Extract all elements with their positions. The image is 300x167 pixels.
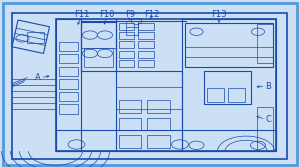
- Text: F12: F12: [144, 10, 159, 19]
- Bar: [147, 135, 170, 148]
- Bar: [228, 88, 244, 102]
- Bar: [184, 23, 273, 67]
- Bar: [84, 48, 112, 67]
- Text: C: C: [266, 115, 272, 124]
- Bar: [118, 118, 141, 130]
- Bar: [138, 60, 154, 67]
- Bar: [118, 100, 141, 113]
- Bar: [118, 41, 134, 48]
- Bar: [12, 13, 286, 159]
- Bar: [56, 130, 276, 151]
- Bar: [58, 79, 78, 89]
- Bar: [81, 22, 116, 71]
- Bar: [138, 23, 154, 30]
- Bar: [138, 41, 154, 48]
- Bar: [56, 19, 81, 151]
- Text: A: A: [34, 73, 40, 82]
- Bar: [138, 51, 154, 58]
- Text: F13: F13: [211, 10, 227, 19]
- Bar: [116, 71, 182, 151]
- Bar: [138, 32, 154, 39]
- Bar: [207, 88, 224, 102]
- Bar: [147, 118, 170, 130]
- Text: F9: F9: [125, 10, 136, 19]
- Bar: [204, 71, 250, 104]
- Bar: [58, 92, 78, 101]
- Bar: [118, 32, 134, 39]
- Bar: [118, 135, 141, 148]
- Bar: [58, 54, 78, 63]
- Bar: [27, 32, 44, 43]
- Bar: [256, 107, 273, 151]
- Bar: [118, 51, 134, 58]
- Bar: [182, 19, 276, 151]
- Bar: [118, 23, 134, 30]
- Text: F11: F11: [74, 10, 89, 19]
- Bar: [58, 42, 78, 51]
- Text: F10: F10: [99, 10, 114, 19]
- Bar: [58, 104, 78, 114]
- Bar: [256, 24, 273, 63]
- Bar: [147, 100, 170, 113]
- Bar: [126, 21, 138, 35]
- Bar: [58, 67, 78, 76]
- Bar: [56, 19, 276, 151]
- Text: B: B: [266, 81, 272, 91]
- Bar: [118, 60, 134, 67]
